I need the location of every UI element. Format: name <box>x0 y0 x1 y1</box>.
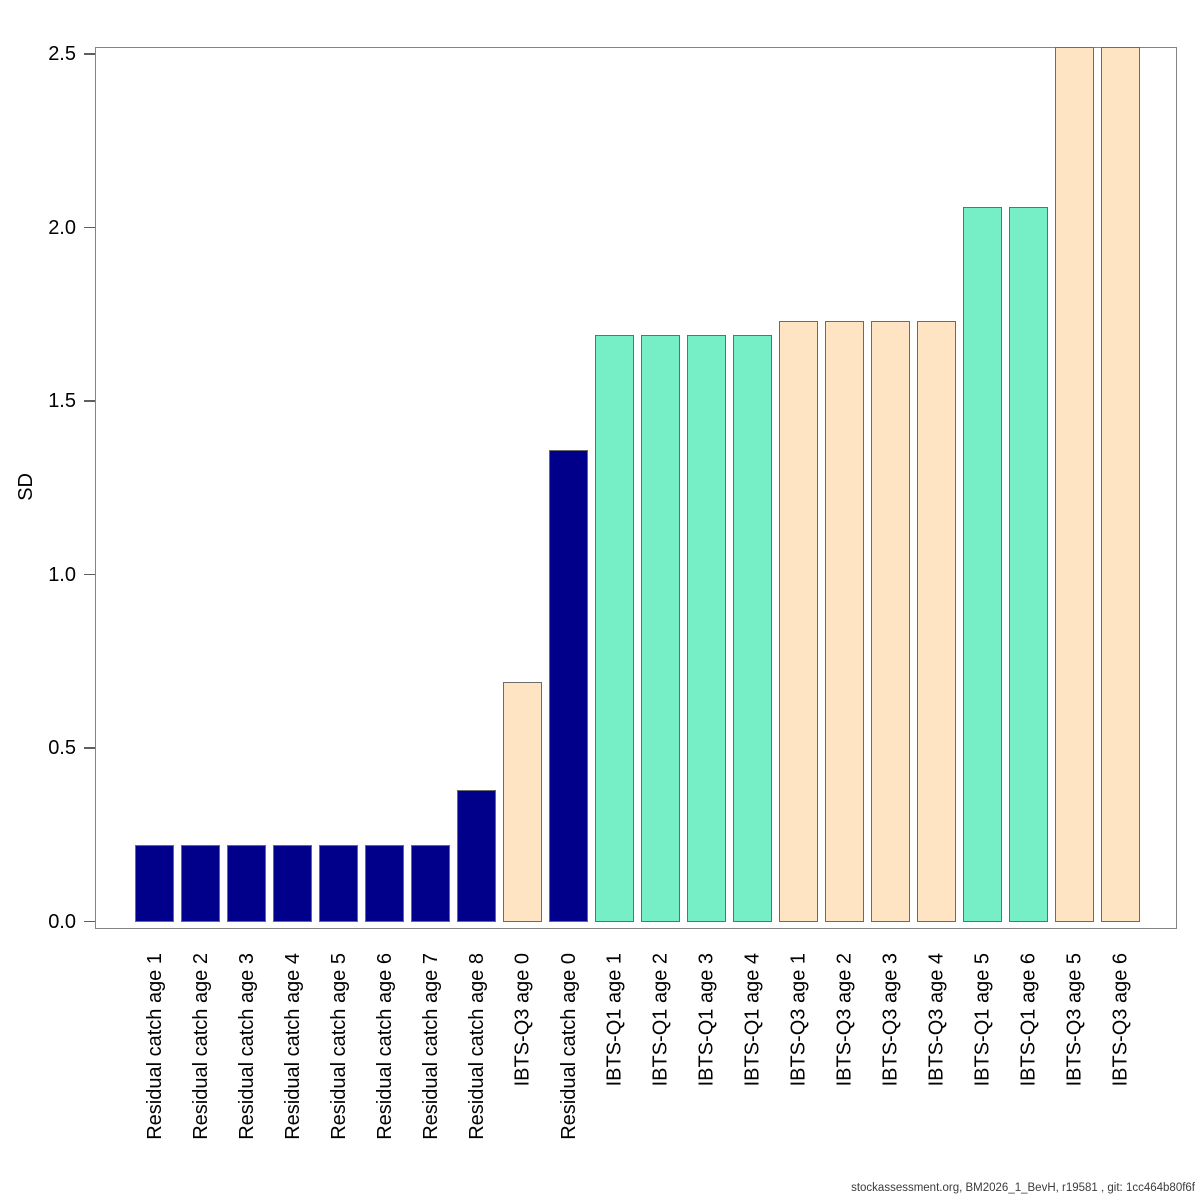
y-axis-tick <box>84 747 95 749</box>
bar <box>135 845 174 922</box>
bar <box>687 335 726 922</box>
x-axis-label: Residual catch age 1 <box>143 953 166 1140</box>
bar <box>227 845 266 922</box>
x-axis-label: Residual catch age 6 <box>373 953 396 1140</box>
bar <box>779 321 818 922</box>
bar <box>273 845 312 922</box>
x-axis-label: IBTS-Q1 age 5 <box>971 953 994 1087</box>
x-axis-label: Residual catch age 0 <box>557 953 580 1140</box>
x-axis-label: Residual catch age 7 <box>419 953 442 1140</box>
x-axis-label: Residual catch age 4 <box>281 953 304 1140</box>
bar <box>963 206 1002 922</box>
bar <box>181 845 220 922</box>
x-axis-label: Residual catch age 2 <box>189 953 212 1140</box>
x-axis-label: IBTS-Q3 age 6 <box>1109 953 1132 1087</box>
bar <box>871 321 910 922</box>
bar <box>319 845 358 922</box>
x-axis-label: IBTS-Q3 age 3 <box>879 953 902 1087</box>
x-axis-label: IBTS-Q3 age 2 <box>833 953 856 1087</box>
bar <box>411 845 450 922</box>
x-axis-label: IBTS-Q1 age 6 <box>1017 953 1040 1087</box>
x-axis-label: Residual catch age 3 <box>235 953 258 1140</box>
footer-note: stockassessment.org, BM2026_1_BevH, r195… <box>851 1182 1195 1194</box>
y-axis-title: SD <box>15 473 37 501</box>
x-axis-label: Residual catch age 8 <box>465 953 488 1140</box>
bar <box>365 845 404 922</box>
bar <box>549 449 588 922</box>
bar <box>595 335 634 922</box>
y-axis-tick-label: 0.5 <box>48 737 76 760</box>
x-axis-label: IBTS-Q1 age 4 <box>741 953 764 1087</box>
bar <box>1009 206 1048 922</box>
y-axis-tick <box>84 226 95 229</box>
y-axis-tick <box>84 53 95 55</box>
y-axis-tick <box>84 920 95 923</box>
x-axis-label: IBTS-Q3 age 1 <box>787 953 810 1087</box>
y-axis-tick-label: 1.5 <box>48 390 76 413</box>
y-axis-tick-label: 2.0 <box>48 216 76 239</box>
x-axis-label: IBTS-Q1 age 2 <box>649 953 672 1087</box>
x-axis-label: IBTS-Q1 age 3 <box>695 953 718 1087</box>
y-axis-tick <box>84 573 95 576</box>
bar <box>917 321 956 922</box>
x-axis-label: Residual catch age 5 <box>327 953 350 1140</box>
x-axis-label: IBTS-Q3 age 0 <box>511 953 534 1087</box>
x-axis-label: IBTS-Q3 age 5 <box>1063 953 1086 1087</box>
x-axis-label: IBTS-Q3 age 4 <box>925 953 948 1087</box>
bar <box>825 321 864 922</box>
y-axis-tick-label: 1.0 <box>48 563 76 586</box>
y-axis-tick-label: 2.5 <box>48 43 76 66</box>
bar <box>457 789 496 922</box>
y-axis-tick <box>84 400 95 402</box>
bar <box>503 682 542 922</box>
bar <box>1055 47 1094 922</box>
bar <box>733 335 772 922</box>
x-axis-label: IBTS-Q1 age 1 <box>603 953 626 1087</box>
bar <box>641 335 680 922</box>
y-axis-tick-label: 0.0 <box>48 910 76 933</box>
bar <box>1101 47 1140 922</box>
